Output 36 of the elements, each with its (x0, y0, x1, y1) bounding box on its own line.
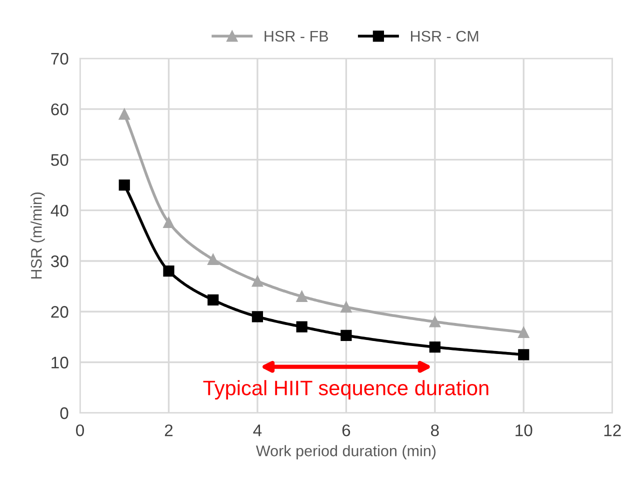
point (340, 330, 352, 341)
point (429, 316, 440, 328)
x-axis-title: Work period duration (min) (256, 445, 436, 460)
point (163, 216, 174, 228)
y-tick-label: 10 (52, 356, 68, 368)
x-tick-label: 2 (164, 424, 173, 436)
point (118, 179, 130, 191)
y-tick-label: 60 (51, 103, 68, 116)
legend-label: HSR - FB (264, 30, 328, 42)
y-axis-title: HSR (m/min) (30, 192, 45, 279)
x-tick-label: 0 (76, 424, 84, 436)
point (429, 342, 440, 353)
point (296, 321, 308, 332)
point (340, 302, 352, 313)
point (252, 276, 264, 287)
y-tick-label: 0 (60, 407, 68, 420)
x-tick-label: 4 (253, 424, 262, 436)
point (252, 311, 264, 322)
y-tick-label: 20 (51, 306, 68, 318)
point (163, 266, 174, 277)
x-tick-label: 12 (604, 424, 621, 436)
point (208, 254, 219, 266)
y-tick-label: 30 (51, 255, 68, 268)
x-tick-label: 6 (342, 424, 350, 436)
y-tick-label: 40 (50, 204, 68, 217)
legend-label: HSR - CM (411, 30, 478, 42)
y-tick-label: 50 (51, 154, 68, 166)
annotation: Typical HIIT sequence duration (203, 380, 488, 400)
point (208, 294, 219, 306)
x-tick-label: 8 (431, 424, 439, 436)
point (518, 326, 530, 338)
y-tick-label: 70 (51, 52, 68, 65)
x-tick-label: 10 (516, 424, 532, 436)
point (118, 108, 130, 120)
point (518, 349, 530, 360)
point (296, 290, 308, 302)
